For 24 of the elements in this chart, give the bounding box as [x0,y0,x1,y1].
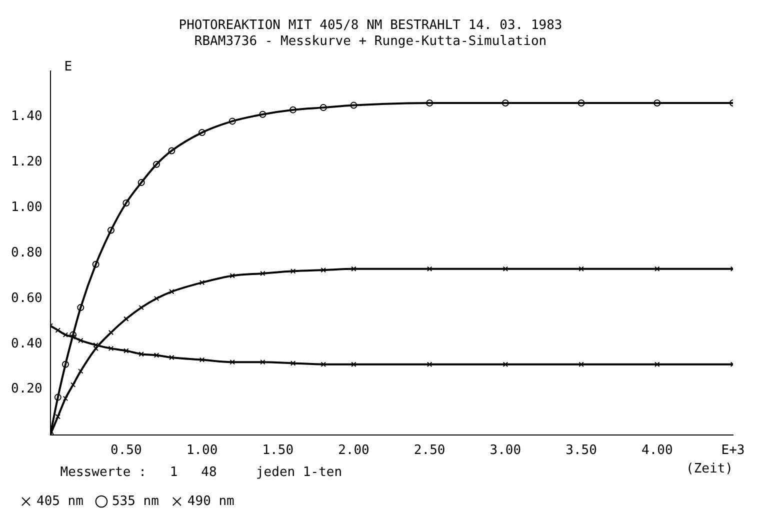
y-tick-label: 0.20 [10,382,42,397]
legend-label: 535 nm [112,494,160,509]
x-tick-label: 0.50 [110,442,142,458]
y-tick-label: 1.00 [10,200,42,215]
x-tick-label: 1.00 [186,442,218,458]
y-tick-label: 1.40 [10,109,42,124]
y-tick-label: 0.60 [10,290,42,306]
x-tick-label: 3.50 [566,442,597,458]
chart-subtitle: RBAM3736 - Messkurve + Runge-Kutta-Simulation [194,34,547,49]
legend-label: 490 nm [187,494,235,509]
y-axis-title: E [64,60,72,75]
chart-title: PHOTOREAKTION MIT 405/8 NM BESTRAHLT 14. 03. 1983 [178,18,562,34]
x-tick-label: 3.00 [490,442,522,458]
x-tick-label: 4.00 [641,442,673,458]
x-axis-title: (Zeit) [686,462,733,477]
x-tick-label: E+3 [721,442,745,458]
y-tick-label: 0.80 [10,245,42,260]
x-tick-label: 2.50 [414,442,446,458]
legend-label: 405 nm [36,494,84,509]
text: Messwerte : 1 48 jeden 1-ten [60,465,342,480]
y-tick-label: 0.40 [10,336,42,352]
y-tick-label: 1.20 [10,154,42,170]
x-tick-label: 2.00 [338,442,370,458]
x-tick-label: 1.50 [262,442,294,458]
